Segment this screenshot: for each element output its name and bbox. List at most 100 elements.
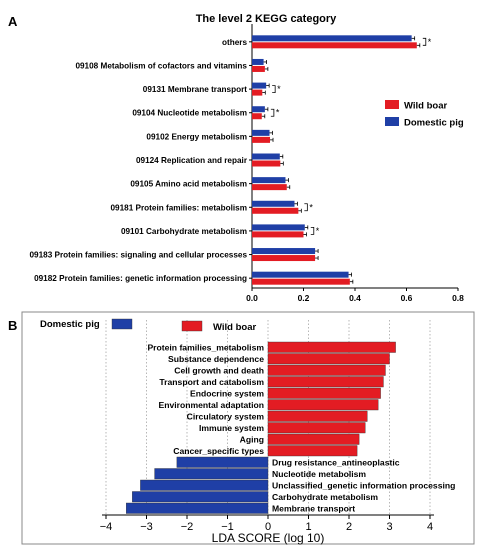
panel-a-x-tick-label: 0.4 — [349, 293, 361, 303]
panel-b-bar — [267, 422, 366, 434]
panel-a-bar-domestic-pig — [252, 82, 267, 89]
panel-b-bar — [176, 456, 269, 468]
panel-a-x-tick-label: 0.2 — [298, 293, 310, 303]
panel-b-bar-label: Substance dependence — [168, 354, 264, 364]
panel-a-significance-bracket — [272, 85, 276, 93]
panel-b-x-tick-label: −1 — [221, 521, 234, 533]
panel-b-frame — [21, 311, 475, 545]
panel-a-category-label: 09104 Nucleotide metabolism — [132, 109, 247, 118]
panel-a-legend-label: Domestic pig — [404, 118, 464, 129]
panel-a-bar-wild-boar — [252, 42, 417, 49]
panel-a-significance-mark: * — [309, 202, 313, 212]
panel-a-significance-mark: * — [428, 37, 432, 47]
panel-b-legend-swatch — [181, 320, 203, 332]
panel-a-significance-bracket — [304, 203, 308, 212]
panel-b-x-tick-label: −4 — [100, 521, 113, 533]
panel-b-bar-label: Cancer_specific types — [173, 446, 264, 456]
panel-a-bar-wild-boar — [252, 184, 287, 191]
panel-a-legend-swatch — [385, 117, 399, 126]
panel-b-x-tick-label: 1 — [305, 521, 311, 533]
panel-b-bar — [154, 468, 269, 480]
panel-b-bar — [267, 410, 368, 422]
panel-a-significance-mark: * — [276, 108, 280, 118]
panel-b-bar — [267, 445, 358, 457]
panel-a-bar-wild-boar — [252, 255, 316, 262]
panel-b-bar-label: Cell growth and death — [174, 366, 264, 376]
panel-b-legend-label: Domestic pig — [40, 319, 100, 330]
panel-b-bar — [267, 433, 360, 445]
panel-a-bar-domestic-pig — [252, 248, 316, 255]
panel-b-bar-label: Circulatory system — [187, 412, 265, 422]
panel-a-bar-wild-boar — [252, 136, 271, 143]
panel-a-bar-wild-boar — [252, 65, 265, 72]
panel-b-bar-label: Membrane transport — [272, 504, 355, 514]
panel-a-bar-domestic-pig — [252, 35, 412, 42]
panel-a-category-label: 09182 Protein families: genetic informat… — [34, 274, 247, 283]
panel-a-plot: others * 09108 Metabolism of cofactors and… — [29, 24, 464, 303]
panel-b-bar — [140, 479, 269, 491]
panel-b-bar-label: Immune system — [199, 423, 264, 433]
panel-a-x-tick-label: 0.8 — [452, 293, 464, 303]
panel-a-bar-domestic-pig — [252, 224, 305, 231]
panel-a-bar-domestic-pig — [252, 177, 286, 184]
panel-a: A The level 2 KEGG category others * 09108… — [8, 13, 464, 303]
panel-a-category-label: 09131 Membrane transport — [143, 85, 247, 94]
panel-a-significance-mark: * — [316, 226, 320, 236]
panel-a-bar-wild-boar — [252, 278, 350, 285]
panel-a-bar-domestic-pig — [252, 271, 349, 278]
panel-b-bar — [267, 364, 386, 376]
panel-a-significance-bracket — [270, 108, 275, 117]
panel-a-bar-domestic-pig — [252, 129, 270, 136]
panel-a-category-label: 09108 Metabolism of cofactors and vitami… — [75, 61, 247, 70]
panel-a-legend-label: Wild boar — [404, 101, 447, 112]
panel-b-bar — [267, 399, 379, 411]
panel-a-bar-wild-boar — [252, 231, 304, 238]
panel-b-bar-label: Endocrine system — [190, 389, 264, 399]
panel-b-bar-label: Nucleotide metabolism — [272, 469, 366, 479]
panel-a-bar-wild-boar — [252, 113, 262, 120]
panel-b-bar-label: Aging — [240, 435, 264, 445]
panel-a-bar-domestic-pig — [252, 200, 295, 207]
panel-a-x-tick-label: 0.6 — [401, 293, 413, 303]
panel-a-bar-wild-boar — [252, 89, 263, 96]
panel-a-bar-domestic-pig — [252, 153, 280, 160]
panel-b-x-tick-label: 4 — [427, 521, 433, 533]
panel-a-bar-domestic-pig — [252, 58, 264, 65]
panel-b-bar-label: Carbohydrate metabolism — [272, 492, 378, 502]
panel-b-x-tick-label: 2 — [346, 521, 352, 533]
panel-a-significance-bracket — [422, 37, 427, 46]
panel-b-label: B — [8, 318, 17, 333]
panel-b-x-tick-label: 0 — [265, 521, 271, 533]
panel-a-category-label: 09181 Protein families: metabolism — [110, 203, 247, 212]
panel-b-legend-label: Wild boar — [213, 322, 256, 333]
panel-b-bar — [267, 387, 381, 399]
panel-b-bar — [267, 376, 384, 388]
panel-b-x-tick-label: −3 — [140, 521, 153, 533]
panel-b-bar-label: Transport and catabolism — [159, 377, 264, 387]
panel-a-category-label: 09183 Protein families: signaling and ce… — [29, 251, 247, 260]
panel-b-legend: Domestic pig Wild boar — [40, 318, 256, 333]
panel-b-bar — [132, 491, 269, 503]
panel-b-x-tick-label: 3 — [386, 521, 392, 533]
panel-a-category-label: others — [222, 38, 247, 47]
panel-b-bar-label: Unclassified_genetic information process… — [272, 481, 455, 491]
panel-a-category-label: 09105 Amino acid metabolism — [130, 180, 247, 189]
panel-b-x-tick-label: −2 — [181, 521, 194, 533]
panel-b-bar-label: Drug resistance_antineoplastic — [272, 458, 400, 468]
panel-b-legend-swatch — [111, 318, 133, 330]
panel-b-bar — [267, 353, 390, 365]
panel-a-bar-wild-boar — [252, 207, 299, 214]
panel-a-title: The level 2 KEGG category — [196, 13, 337, 25]
panel-a-legend-swatch — [385, 100, 399, 109]
panel-b-bar — [126, 502, 269, 514]
panel-a-significance-mark: * — [277, 84, 281, 94]
panel-a-legend: Wild boar Domestic pig — [385, 100, 464, 129]
panel-b-bar — [267, 341, 396, 353]
panel-b-xlabel: LDA SCORE (log 10) — [212, 531, 325, 545]
panel-a-bar-domestic-pig — [252, 106, 265, 113]
panel-b-bar-label: Protein families_metabolism — [147, 343, 264, 353]
panel-a-bar-wild-boar — [252, 160, 281, 167]
